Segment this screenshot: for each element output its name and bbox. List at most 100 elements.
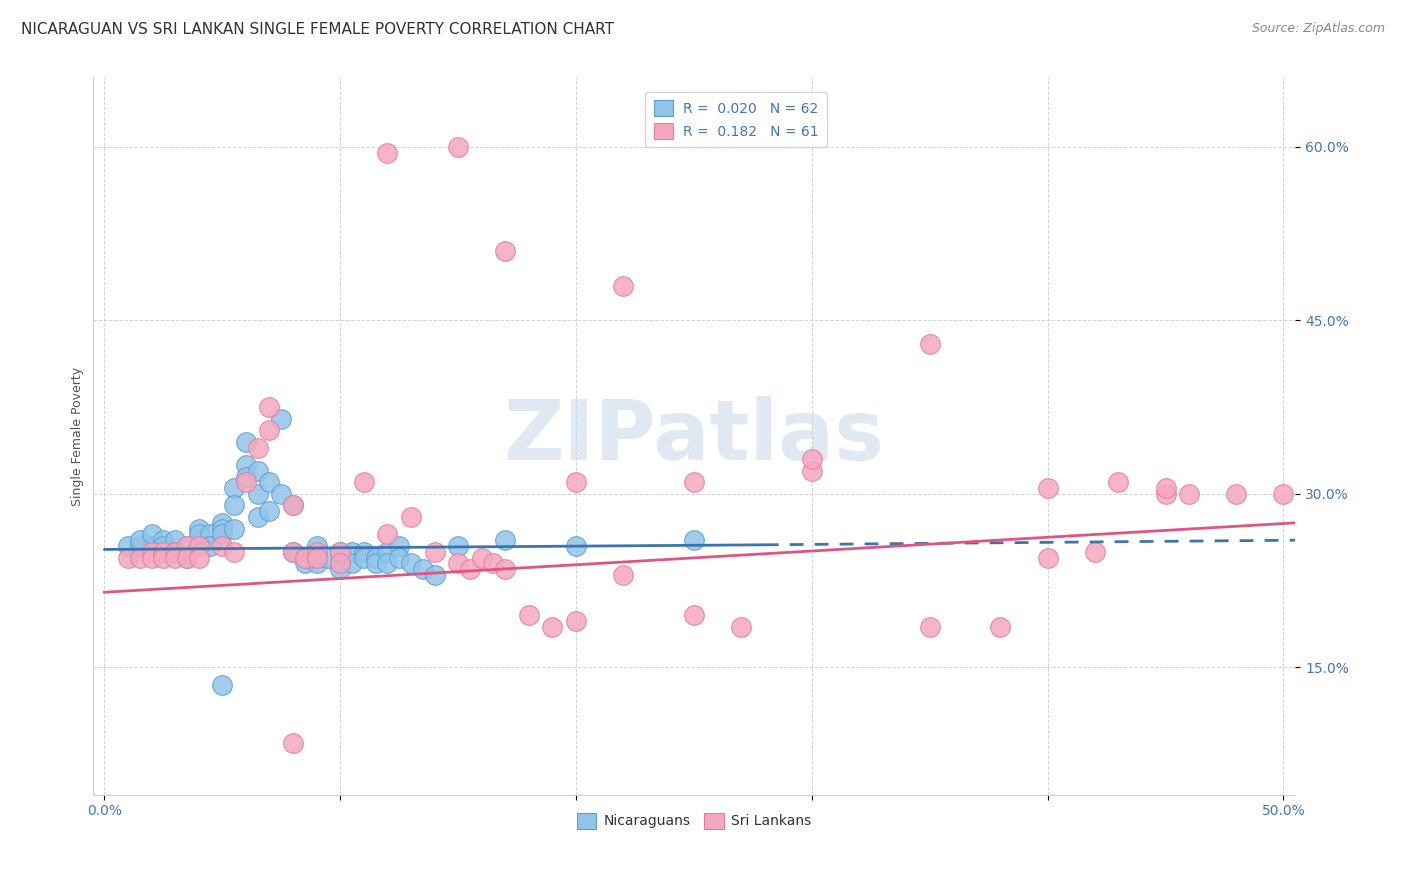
- Point: [222, 499, 245, 513]
- Point: [447, 140, 470, 154]
- Point: [1154, 487, 1177, 501]
- Point: [458, 562, 481, 576]
- Point: [353, 550, 375, 565]
- Point: [187, 522, 209, 536]
- Point: [152, 545, 174, 559]
- Point: [211, 516, 233, 530]
- Point: [447, 539, 470, 553]
- Point: [222, 522, 245, 536]
- Point: [187, 539, 209, 553]
- Point: [683, 533, 706, 548]
- Point: [412, 562, 434, 576]
- Point: [141, 539, 163, 553]
- Point: [918, 336, 941, 351]
- Point: [222, 545, 245, 559]
- Point: [471, 550, 494, 565]
- Point: [375, 545, 398, 559]
- Point: [200, 527, 222, 541]
- Point: [165, 550, 187, 565]
- Point: [1154, 481, 1177, 495]
- Point: [235, 475, 257, 490]
- Point: [1225, 487, 1247, 501]
- Point: [329, 545, 352, 559]
- Point: [281, 545, 304, 559]
- Point: [270, 487, 292, 501]
- Point: [318, 550, 340, 565]
- Point: [246, 510, 269, 524]
- Text: Source: ZipAtlas.com: Source: ZipAtlas.com: [1251, 22, 1385, 36]
- Point: [494, 533, 516, 548]
- Point: [187, 527, 209, 541]
- Point: [281, 499, 304, 513]
- Point: [364, 557, 387, 571]
- Point: [990, 620, 1012, 634]
- Point: [141, 527, 163, 541]
- Point: [565, 614, 588, 628]
- Point: [1036, 481, 1059, 495]
- Point: [211, 539, 233, 553]
- Point: [1036, 550, 1059, 565]
- Point: [800, 464, 823, 478]
- Point: [494, 562, 516, 576]
- Point: [800, 452, 823, 467]
- Point: [176, 539, 198, 553]
- Point: [494, 244, 516, 258]
- Point: [305, 545, 328, 559]
- Point: [305, 539, 328, 553]
- Point: [565, 539, 588, 553]
- Point: [541, 620, 564, 634]
- Point: [128, 539, 150, 553]
- Point: [141, 550, 163, 565]
- Point: [353, 545, 375, 559]
- Point: [329, 562, 352, 576]
- Point: [211, 522, 233, 536]
- Point: [222, 481, 245, 495]
- Point: [128, 533, 150, 548]
- Point: [305, 550, 328, 565]
- Point: [683, 475, 706, 490]
- Point: [211, 527, 233, 541]
- Point: [270, 411, 292, 425]
- Point: [117, 550, 139, 565]
- Point: [281, 736, 304, 750]
- Point: [612, 278, 634, 293]
- Point: [1178, 487, 1201, 501]
- Point: [281, 545, 304, 559]
- Point: [187, 539, 209, 553]
- Point: [329, 545, 352, 559]
- Point: [246, 441, 269, 455]
- Point: [517, 608, 540, 623]
- Point: [259, 423, 281, 437]
- Point: [152, 533, 174, 548]
- Point: [1084, 545, 1107, 559]
- Point: [340, 545, 363, 559]
- Text: NICARAGUAN VS SRI LANKAN SINGLE FEMALE POVERTY CORRELATION CHART: NICARAGUAN VS SRI LANKAN SINGLE FEMALE P…: [21, 22, 614, 37]
- Point: [918, 620, 941, 634]
- Point: [447, 557, 470, 571]
- Point: [165, 545, 187, 559]
- Point: [165, 545, 187, 559]
- Y-axis label: Single Female Poverty: Single Female Poverty: [72, 367, 84, 506]
- Point: [200, 539, 222, 553]
- Point: [423, 568, 446, 582]
- Point: [165, 533, 187, 548]
- Point: [259, 475, 281, 490]
- Point: [329, 557, 352, 571]
- Point: [211, 678, 233, 692]
- Point: [259, 400, 281, 414]
- Point: [482, 557, 505, 571]
- Point: [565, 475, 588, 490]
- Point: [388, 539, 411, 553]
- Point: [176, 550, 198, 565]
- Point: [176, 550, 198, 565]
- Point: [246, 464, 269, 478]
- Point: [187, 533, 209, 548]
- Point: [176, 539, 198, 553]
- Point: [235, 434, 257, 449]
- Point: [423, 545, 446, 559]
- Point: [375, 557, 398, 571]
- Point: [117, 539, 139, 553]
- Point: [683, 608, 706, 623]
- Point: [281, 499, 304, 513]
- Point: [294, 550, 316, 565]
